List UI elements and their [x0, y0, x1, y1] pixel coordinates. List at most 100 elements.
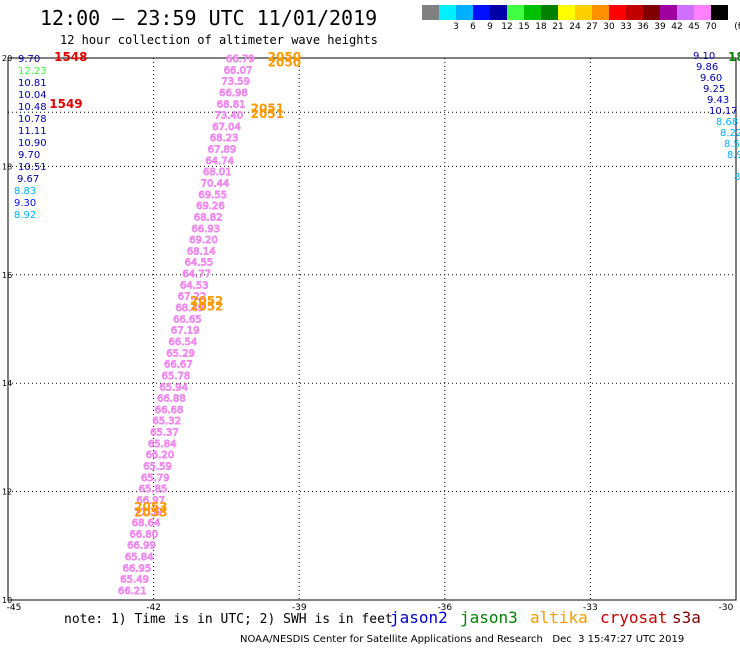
map-frame: [7, 57, 737, 601]
track-swh-value: 69.55: [198, 190, 227, 201]
track-swh-value: 68.82: [194, 212, 223, 223]
scale-swatch: [643, 5, 660, 20]
latitude-tick-label: 20: [2, 54, 12, 63]
map-subtitle: 12 hour collection of altimeter wave hei…: [60, 33, 378, 47]
track-swh-value: 10.90: [18, 138, 47, 149]
scale-swatch: [490, 5, 507, 20]
scale-swatch: [592, 5, 609, 20]
satellite-legend-altika: altika: [530, 608, 588, 627]
scale-label: 24: [569, 22, 581, 32]
scale-swatch: [507, 5, 524, 20]
longitude-tick-label: -39: [292, 603, 307, 613]
track-swh-value: 67.22: [178, 292, 207, 303]
pass-number-label: 2053: [134, 500, 167, 514]
scale-swatch: [473, 5, 490, 20]
satellite-legend-jason2: jason2: [390, 608, 448, 627]
track-swh-value: 9.43: [707, 95, 729, 106]
latitude-tick-label: 16: [2, 271, 12, 280]
latitude-tick-label: 18: [2, 162, 12, 171]
pass-number-label: 2051: [251, 107, 284, 121]
track-swh-value: 66.88: [157, 394, 186, 405]
track-swh-value: 68.23: [210, 133, 239, 144]
scale-swatch: [677, 5, 694, 20]
scale-swatch: [439, 5, 456, 20]
pass-number-label: 2051: [251, 101, 284, 115]
scale-swatch: [711, 5, 728, 20]
track-swh-value: 8.68: [716, 117, 738, 128]
scale-label: 42: [671, 22, 683, 32]
track-swh-value: 65.94: [159, 382, 188, 393]
scale-label: 45: [688, 22, 700, 32]
scale-label: 18: [535, 22, 547, 32]
scale-swatch: [524, 5, 541, 20]
track-swh-value: 9.67: [17, 174, 39, 185]
pass-number-label: 2052: [190, 299, 223, 313]
satellite-legend-cryosat: cryosat: [600, 608, 668, 627]
longitude-tick-label: -42: [146, 603, 161, 613]
pass-number-label: 2050: [268, 55, 301, 69]
track-swh-value: 66.79: [226, 54, 255, 65]
scale-label: 12: [501, 22, 513, 32]
track-swh-value: 68.81: [217, 99, 246, 110]
track-swh-value: 67.89: [208, 145, 237, 156]
track-swh-value: 65.49: [120, 575, 149, 586]
track-swh-value: 66.93: [192, 224, 221, 235]
track-swh-value: 9.86: [696, 62, 718, 73]
scale-swatch: [660, 5, 677, 20]
track-swh-value: 65.32: [152, 416, 181, 427]
track-swh-value: 10.17: [709, 106, 738, 117]
scale-swatch: [694, 5, 711, 20]
track-swh-value: 10.51: [18, 162, 47, 173]
scale-label: 9: [487, 22, 493, 32]
pass-number-label: 1548: [54, 50, 87, 64]
track-swh-value: 65.85: [139, 484, 168, 495]
track-swh-value: 8.9: [727, 150, 740, 161]
scale-label: 27: [586, 22, 598, 32]
track-swh-value: 64.77: [182, 269, 211, 280]
track-swh-value: 65.84: [125, 552, 154, 563]
track-swh-value: 70.44: [201, 179, 230, 190]
track-swh-value: 9.70: [18, 150, 40, 161]
track-swh-value: 68.01: [203, 167, 232, 178]
track-swh-value: 71.39: [134, 507, 163, 518]
track-swh-value: 9.70: [18, 54, 40, 65]
track-swh-value: 66.20: [146, 450, 175, 461]
longitude-tick-label: -45: [7, 603, 22, 613]
track-swh-value: 67.04: [212, 122, 241, 133]
track-swh-value: 8: [734, 172, 740, 183]
scale-label: 36: [637, 22, 649, 32]
track-swh-value: 66.67: [164, 360, 193, 371]
track-swh-value: 12.23: [18, 66, 47, 77]
latitude-tick-label: 12: [2, 488, 12, 497]
track-swh-value: 66.95: [123, 563, 152, 574]
longitude-tick-label: -30: [719, 603, 734, 613]
track-swh-value: 73.59: [221, 77, 250, 88]
track-swh-value: 66.21: [118, 586, 147, 597]
map-title: 12:00 – 23:59 UTC 11/01/2019: [40, 6, 378, 30]
track-pass-label: 18: [728, 50, 740, 64]
track-swh-value: 64.53: [180, 280, 209, 291]
track-swh-value: 69.26: [196, 201, 225, 212]
track-swh-value: 66.65: [173, 314, 202, 325]
track-swh-value: 65.59: [143, 461, 172, 472]
track-swh-value: 66.99: [127, 541, 156, 552]
scale-swatch: [626, 5, 643, 20]
track-swh-value: 10.78: [18, 114, 47, 125]
track-swh-value: 65.79: [141, 473, 170, 484]
track-swh-value: 11.11: [18, 126, 47, 137]
scale-label: 70: [705, 22, 717, 32]
scale-label: 21: [552, 22, 564, 32]
scale-swatch: [541, 5, 558, 20]
scale-label: 3: [453, 22, 459, 32]
scale-swatch: [558, 5, 575, 20]
scale-swatch: [575, 5, 592, 20]
track-swh-value: 68.49: [175, 303, 204, 314]
track-swh-value: 68.14: [187, 246, 216, 257]
scale-swatch: [422, 5, 439, 20]
track-swh-value: 69.20: [189, 235, 218, 246]
scale-label: 15: [518, 22, 530, 32]
footnote: note: 1) Time is in UTC; 2) SWH is in fe…: [64, 612, 393, 627]
track-swh-value: 9.10: [693, 51, 715, 62]
track-swh-value: 9.60: [700, 73, 722, 84]
track-swh-value: 8.22: [720, 128, 740, 139]
